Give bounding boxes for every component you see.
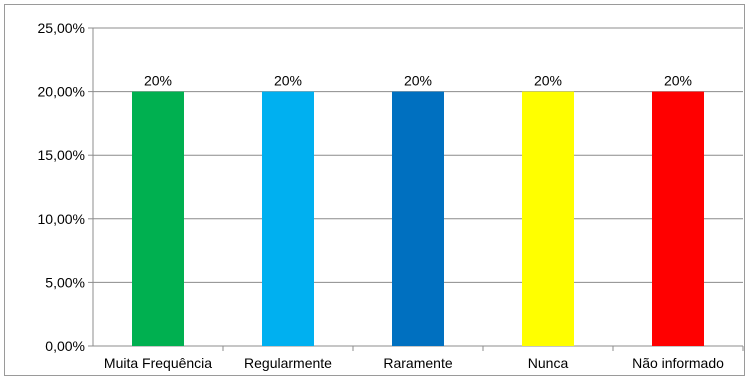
data-label: 20% [664, 73, 692, 89]
data-label: 20% [274, 73, 302, 89]
bar [262, 91, 314, 346]
y-tick-label: 0,00% [45, 338, 85, 354]
x-tick-label: Regularmente [244, 355, 332, 371]
data-label: 20% [144, 73, 172, 89]
x-tick-labels: Muita Frequência Regularmente Raramente Nun… [104, 355, 724, 371]
data-labels: 20% 20% 20% 20% 20% [144, 73, 692, 89]
bar [522, 91, 574, 346]
data-label: 20% [534, 73, 562, 89]
x-tick-label: Nunca [528, 355, 569, 371]
y-tick-labels: 0,00% 5,00% 10,00% 15,00% 20,00% 25,00% [38, 20, 85, 354]
bar [392, 91, 444, 346]
y-tick-label: 5,00% [45, 274, 85, 290]
bar [652, 91, 704, 346]
x-tick-label: Não informado [632, 355, 724, 371]
x-tick-label: Raramente [383, 355, 452, 371]
bar [132, 91, 184, 346]
chart-frame [4, 4, 745, 376]
y-tick-label: 10,00% [38, 211, 85, 227]
y-tick-label: 15,00% [38, 147, 85, 163]
bars [132, 91, 704, 346]
y-tick-label: 25,00% [38, 20, 85, 36]
y-tick-label: 20,00% [38, 84, 85, 100]
data-label: 20% [404, 73, 432, 89]
x-tick-label: Muita Frequência [104, 355, 212, 371]
